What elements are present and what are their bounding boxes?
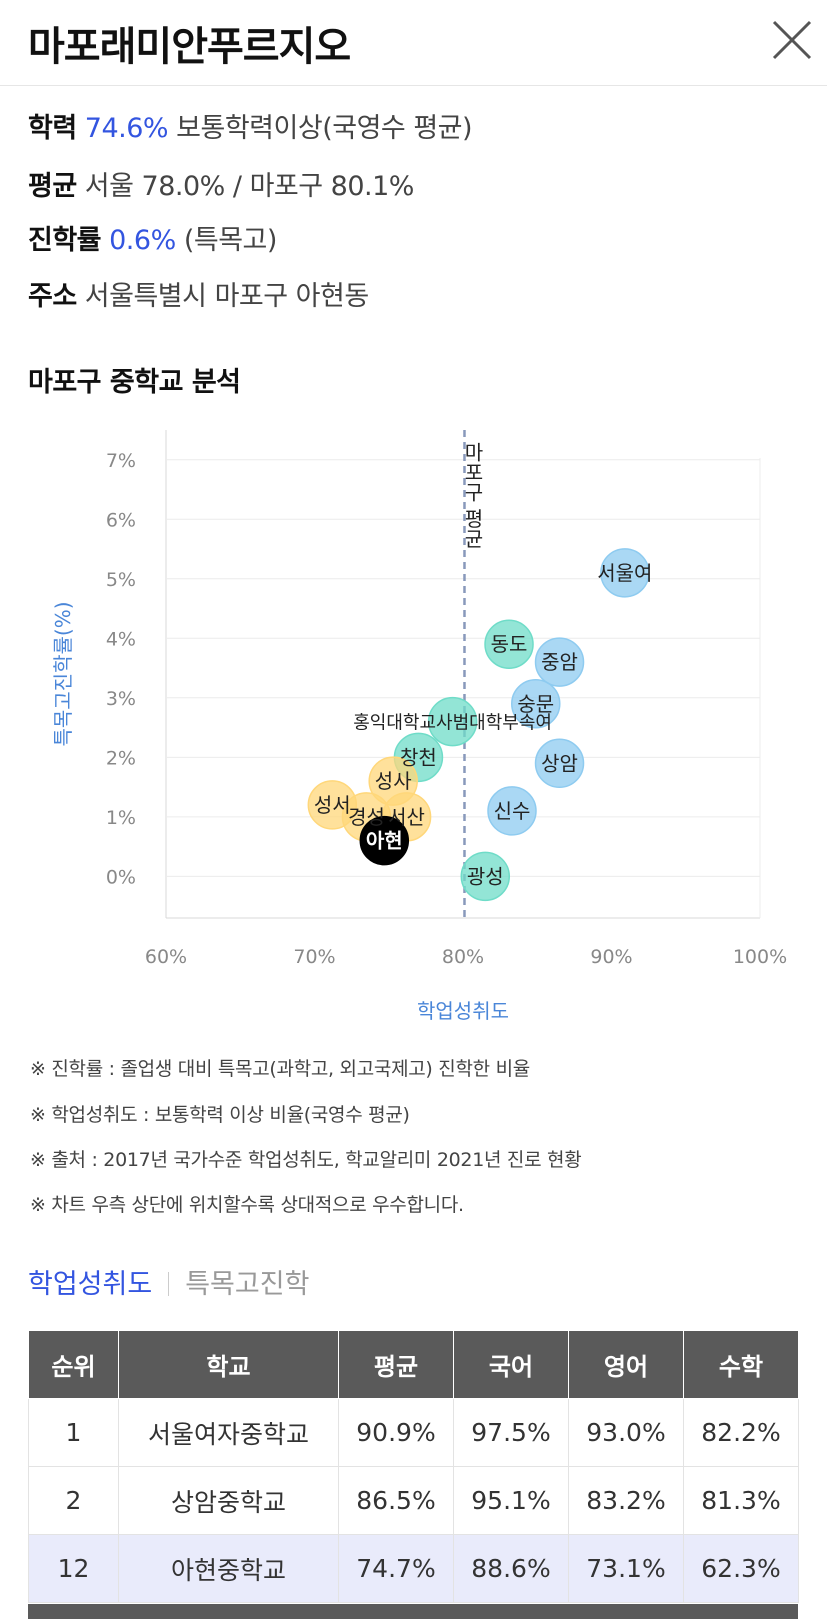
korean-cell: 95.1% — [453, 1466, 569, 1535]
math-cell: 81.3% — [683, 1466, 799, 1535]
average-label: 평균 — [28, 171, 77, 202]
point-label: 아현 — [366, 829, 403, 853]
header: 마포래미안푸르지오 — [0, 0, 827, 86]
advancement-label: 진학률 — [28, 225, 102, 256]
average-value: 서울 78.0% / 마포구 80.1% — [84, 171, 415, 202]
chart-svg: 0% 1% 2% 3% 4% 5% 6% 7% 60% 70% 80% 90% 100% 마포구 평균학업… — [51, 430, 787, 1023]
table-footer-bar — [28, 1604, 798, 1619]
achievement-row: 학력 74.6% 보통학력이상(국영수 평균) — [28, 106, 473, 145]
table-header-row: 순위 학교 평균 국어 영어 수학 — [28, 1330, 799, 1399]
header-korean: 국어 — [453, 1330, 569, 1399]
advancement-desc: (특목고) — [183, 225, 278, 256]
tab-special-high[interactable]: 특목고진학 — [185, 1269, 310, 1300]
point-label: 상암 — [541, 751, 578, 775]
reference-line-label: 마포구 평균 — [460, 442, 484, 549]
point-중암 — [534, 637, 585, 687]
close-icon[interactable] — [770, 18, 814, 62]
address-value: 서울특별시 마포구 아현동 — [84, 281, 369, 312]
average-cell: 90.9% — [338, 1398, 454, 1467]
tab-bar: 학업성취도 특목고진학 — [28, 1262, 309, 1301]
note-1: ※ 진학률 : 졸업생 대비 특목고(과학고, 외고국제고) 진학한 비율 — [30, 1058, 530, 1080]
point-숭문 — [511, 679, 561, 729]
y-tick-label: 3% — [106, 688, 136, 710]
point-아현 — [359, 815, 410, 866]
address-label: 주소 — [28, 281, 77, 312]
y-tick-label: 1% — [106, 807, 136, 829]
note-2: ※ 학업성취도 : 보통학력 이상 비율(국영수 평균) — [30, 1104, 410, 1126]
x-tick-label: 70% — [293, 946, 335, 968]
point-label: 신수 — [494, 799, 531, 823]
advancement-value: 0.6% — [109, 225, 176, 256]
point-label: 숭문 — [517, 692, 554, 716]
point-상암 — [534, 738, 585, 789]
point-label: 중암 — [541, 650, 578, 674]
ranking-table: 순위 학교 평균 국어 영어 수학 1 서울여자중학교 90.9% 97.5% … — [28, 1330, 799, 1603]
english-cell: 73.1% — [568, 1534, 684, 1603]
point-label: 서울여 — [597, 561, 652, 585]
achievement-value: 74.6% — [84, 113, 169, 144]
tab-divider — [168, 1272, 170, 1296]
point-label: 서산 — [388, 805, 425, 829]
point-서울여 — [600, 548, 650, 598]
y-tick-label: 7% — [106, 450, 136, 472]
header-rank: 순위 — [28, 1330, 119, 1399]
y-tick-label: 5% — [106, 569, 136, 591]
math-cell: 62.3% — [683, 1534, 799, 1603]
y-tick-label: 0% — [106, 866, 136, 888]
table-row-highlighted[interactable]: 12 아현중학교 74.7% 88.6% 73.1% 62.3% — [28, 1534, 799, 1603]
page-title: 마포래미안푸르지오 — [28, 24, 351, 70]
x-tick-label: 80% — [442, 946, 484, 968]
korean-cell: 88.6% — [453, 1534, 569, 1603]
point-신수 — [487, 786, 537, 836]
average-cell: 74.7% — [338, 1534, 454, 1603]
point-광성 — [460, 851, 511, 902]
point-label: 성사 — [375, 769, 412, 793]
x-axis-title: 학업성취도 — [417, 999, 509, 1023]
rank-cell: 12 — [28, 1534, 119, 1603]
table-row[interactable]: 1 서울여자중학교 90.9% 97.5% 93.0% 82.2% — [28, 1398, 799, 1467]
point-label: 동도 — [491, 632, 528, 656]
point-label: 홍익대학교사범대학부속여 — [353, 713, 552, 734]
section-title: 마포구 중학교 분석 — [28, 367, 241, 398]
rank-cell: 1 — [28, 1398, 119, 1467]
x-tick-label: 90% — [590, 946, 632, 968]
y-tick-label: 2% — [106, 747, 136, 769]
y-axis-title: 특목고진학률(%) — [51, 601, 75, 746]
y-tick-label: 6% — [106, 509, 136, 531]
point-동도 — [484, 619, 534, 669]
note-3: ※ 출처 : 2017년 국가수준 학업성취도, 학교알리미 2021년 진로 … — [30, 1149, 582, 1171]
header-english: 영어 — [568, 1330, 684, 1399]
x-tick-label: 60% — [145, 946, 187, 968]
header-school: 학교 — [118, 1330, 339, 1399]
achievement-label: 학력 — [28, 113, 77, 144]
advancement-row: 진학률 0.6% (특목고) — [28, 218, 277, 257]
address-row: 주소 서울특별시 마포구 아현동 — [28, 274, 369, 313]
x-tick-label: 100% — [733, 946, 787, 968]
header-average: 평균 — [338, 1330, 454, 1399]
table-row[interactable]: 2 상암중학교 86.5% 95.1% 83.2% 81.3% — [28, 1466, 799, 1535]
english-cell: 83.2% — [568, 1466, 684, 1535]
average-cell: 86.5% — [338, 1466, 454, 1535]
point-label: 성서 — [314, 793, 351, 817]
school-cell: 서울여자중학교 — [118, 1398, 339, 1467]
school-cell: 상암중학교 — [118, 1466, 339, 1535]
rank-cell: 2 — [28, 1466, 119, 1535]
average-row: 평균 서울 78.0% / 마포구 80.1% — [28, 164, 414, 203]
math-cell: 82.2% — [683, 1398, 799, 1467]
header-math: 수학 — [683, 1330, 799, 1399]
point-label: 창천 — [400, 745, 437, 769]
school-cell: 아현중학교 — [118, 1534, 339, 1603]
point-label: 경성 — [348, 805, 385, 829]
korean-cell: 97.5% — [453, 1398, 569, 1467]
note-4: ※ 차트 우측 상단에 위치할수록 상대적으로 우수합니다. — [30, 1194, 464, 1216]
y-tick-label: 4% — [106, 628, 136, 650]
tab-achievement[interactable]: 학업성취도 — [28, 1269, 153, 1300]
achievement-desc: 보통학력이상(국영수 평균) — [176, 113, 473, 144]
point-label: 광성 — [467, 864, 504, 888]
english-cell: 93.0% — [568, 1398, 684, 1467]
point-홍익대학교사범대학부속여 — [427, 696, 478, 747]
